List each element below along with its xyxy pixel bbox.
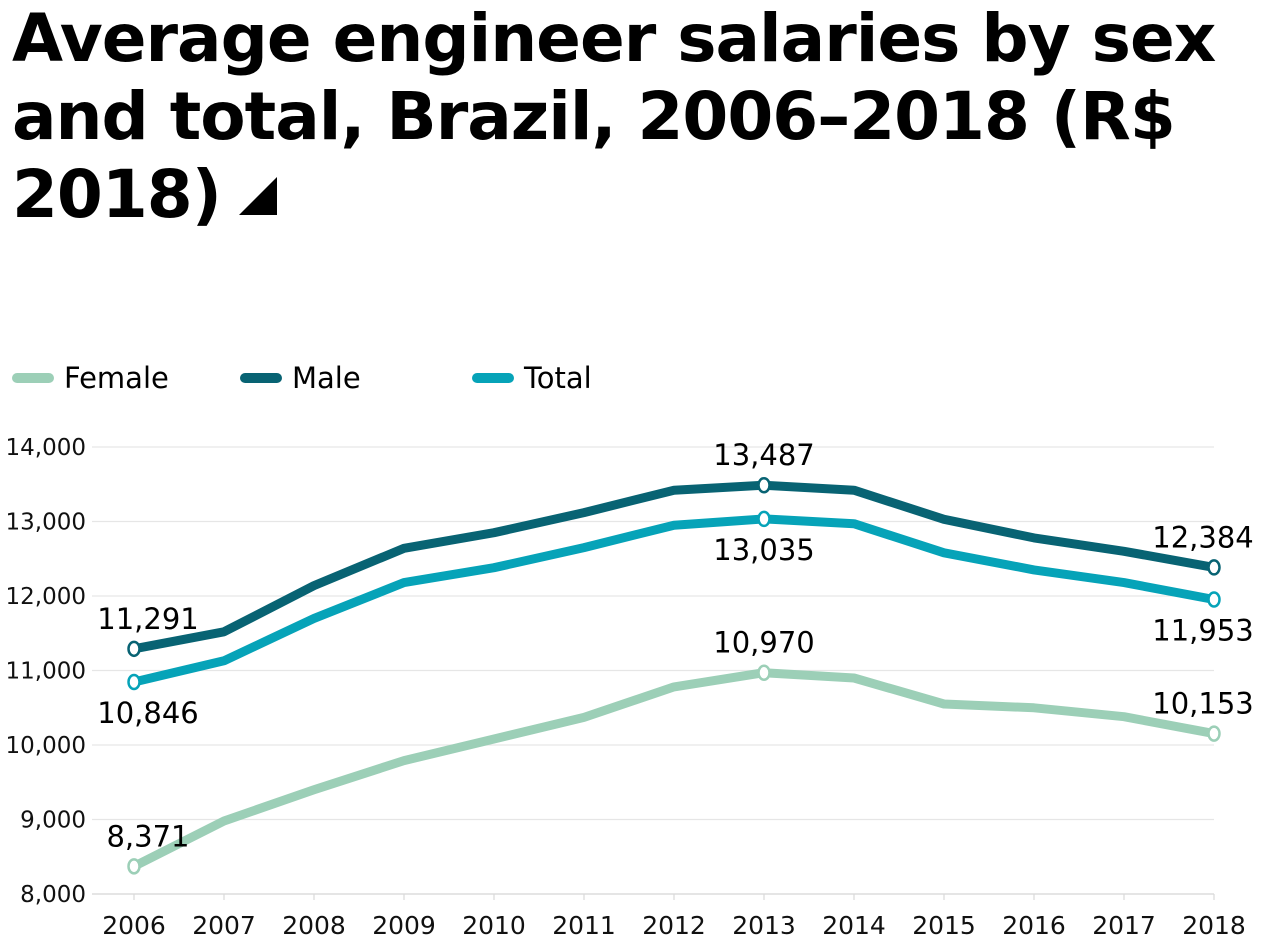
- x-tick-label-2013: 2013: [732, 911, 796, 940]
- series-line-total: [129, 514, 1219, 687]
- data-label-total-2006: 10,846: [97, 696, 198, 730]
- marker-layer: [127, 476, 1221, 875]
- data-label-female-2018: 10,153: [1152, 687, 1253, 721]
- data-label-total-2018: 11,953: [1152, 614, 1253, 648]
- legend-item-female: Female: [12, 358, 169, 398]
- y-tick-label-12000: 12,000: [6, 584, 86, 610]
- legend-label-female: Female: [64, 361, 169, 395]
- legend-swatch-male: [240, 373, 282, 383]
- data-label-total-2013: 13,035: [713, 533, 814, 567]
- data-point-male-2006: [127, 640, 141, 658]
- triangle-marker-icon: [238, 177, 277, 215]
- y-tick-label-13000: 13,000: [6, 510, 86, 536]
- x-tick-label-2016: 2016: [1002, 911, 1066, 940]
- data-label-female-2006: 8,371: [106, 819, 189, 853]
- x-tick-label-2018: 2018: [1182, 911, 1246, 940]
- legend-label-total: Total: [524, 361, 592, 395]
- x-tick-label-2009: 2009: [372, 911, 436, 940]
- label-layer: 11,291 10,846 8,371 13,487 13,035 10,970 12,38…: [97, 438, 1253, 853]
- series-line-male: [129, 480, 1219, 654]
- data-point-female-2013: [757, 664, 771, 681]
- chart-title-text: Average engineer salaries by sex and tot…: [12, 0, 1216, 233]
- x-tick-label-2008: 2008: [282, 911, 346, 940]
- x-tick-label-2014: 2014: [822, 911, 886, 940]
- data-label-male-2018: 12,384: [1152, 520, 1253, 554]
- legend-swatch-female: [12, 373, 54, 383]
- legend-item-male: Male: [240, 358, 361, 398]
- y-tick-label-9000: 9,000: [20, 808, 86, 834]
- data-point-male-2018: [1207, 559, 1221, 576]
- chart-title: Average engineer salaries by sex and tot…: [12, 0, 1242, 234]
- y-tick-label-11000: 11,000: [6, 659, 86, 685]
- data-point-male-2013: [757, 476, 771, 494]
- data-point-female-2006: [127, 858, 141, 875]
- x-tick-label-2006: 2006: [102, 911, 166, 940]
- series-layer: [129, 480, 1219, 871]
- data-point-total-2018: [1207, 591, 1221, 608]
- y-tick-label-8000: 8,000: [20, 882, 86, 908]
- x-tick-label-2011: 2011: [552, 911, 616, 940]
- data-label-male-2013: 13,487: [713, 438, 814, 472]
- grid-layer: [92, 446, 1214, 895]
- legend-label-male: Male: [292, 361, 361, 395]
- data-point-female-2018: [1207, 725, 1221, 742]
- series-line-female: [129, 668, 1219, 871]
- x-tick-label-2010: 2010: [462, 911, 526, 940]
- legend-swatch-total: [472, 373, 514, 383]
- data-label-male-2006: 11,291: [97, 602, 198, 636]
- x-tick-label-2012: 2012: [642, 911, 706, 940]
- y-tick-label-10000: 10,000: [6, 733, 86, 759]
- data-label-female-2013: 10,970: [713, 626, 814, 660]
- x-tick-label-2007: 2007: [192, 911, 256, 940]
- axis-layer: 8,000 9,000 10,000 11,000 12,000 13,000 14,000…: [6, 435, 1246, 940]
- x-tick-label-2015: 2015: [912, 911, 976, 940]
- x-tick-label-2017: 2017: [1092, 911, 1156, 940]
- data-point-total-2013: [757, 510, 771, 528]
- legend-item-total: Total: [472, 358, 592, 398]
- y-tick-label-14000: 14,000: [6, 435, 86, 461]
- data-point-total-2006: [127, 673, 141, 691]
